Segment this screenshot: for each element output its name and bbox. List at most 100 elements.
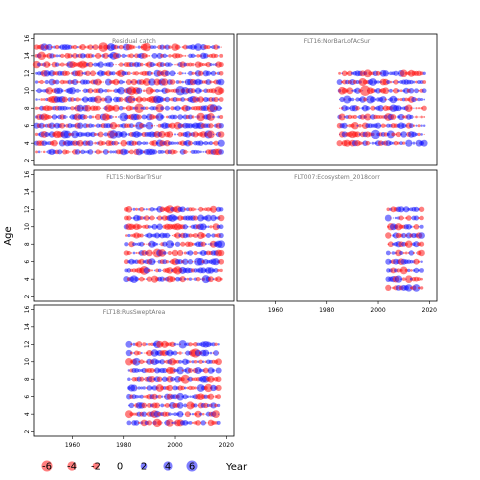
bubble	[125, 234, 128, 237]
bubble	[193, 360, 198, 364]
bubble	[74, 90, 76, 92]
bubble	[132, 124, 136, 127]
panel-frame	[236, 33, 438, 166]
bubble	[168, 89, 172, 93]
bubble	[156, 261, 158, 263]
bubble	[346, 124, 349, 127]
bubble	[109, 130, 118, 139]
bubble	[125, 358, 133, 366]
bubble	[358, 123, 362, 128]
bubble	[411, 96, 417, 103]
bubble	[65, 106, 69, 110]
bubble	[118, 97, 124, 102]
bubble	[202, 349, 210, 357]
bubble	[70, 97, 75, 102]
bubble	[178, 359, 183, 364]
bubble	[68, 132, 72, 137]
bubble	[178, 71, 183, 76]
bubble	[146, 276, 153, 282]
bubble	[46, 43, 53, 51]
bubble	[61, 96, 68, 103]
bubble	[63, 124, 66, 127]
bubble	[417, 124, 421, 128]
bubble	[204, 383, 213, 393]
bubble	[130, 343, 133, 346]
bubble	[166, 252, 168, 254]
bubble	[380, 123, 386, 128]
bubble	[173, 342, 177, 346]
bubble	[201, 63, 205, 67]
bubble	[218, 249, 225, 257]
bubble	[415, 115, 418, 119]
bubble	[399, 141, 403, 146]
bubble	[179, 206, 186, 213]
bubble	[402, 115, 406, 119]
bubble	[179, 46, 181, 48]
y-tick-label: 14	[24, 323, 31, 331]
bubble	[339, 96, 345, 103]
bubble	[155, 242, 159, 246]
bubble	[217, 139, 225, 147]
bubble	[128, 44, 134, 50]
bubble	[162, 241, 168, 247]
bubble	[146, 420, 153, 426]
bubble	[338, 107, 341, 109]
bubble	[408, 250, 415, 256]
bubble	[97, 88, 104, 94]
bubble	[409, 79, 414, 85]
bubble	[83, 150, 87, 154]
legend-label: -4	[67, 462, 77, 473]
bubble	[34, 106, 39, 110]
bubble	[182, 44, 188, 50]
bubble	[184, 208, 187, 211]
bubble	[218, 413, 220, 415]
bubble	[194, 116, 197, 118]
bubble	[156, 376, 163, 382]
bubble	[198, 206, 204, 212]
bubble	[143, 234, 145, 237]
bubble	[56, 87, 63, 94]
bubble	[90, 70, 96, 77]
bubble	[341, 87, 348, 94]
bubble	[135, 387, 138, 389]
bubble	[132, 45, 136, 49]
x-tick-label: 1960	[268, 307, 283, 314]
bubble	[142, 123, 146, 128]
bubble	[183, 386, 187, 390]
bubble	[388, 141, 393, 146]
y-tick-label: 10	[24, 87, 31, 95]
bubble	[370, 88, 376, 94]
bubble	[188, 277, 193, 281]
bubble	[125, 206, 133, 213]
bubble	[183, 251, 187, 255]
bubble	[118, 63, 120, 66]
y-tick-label: 16	[24, 170, 31, 178]
y-tick-label: 8	[24, 377, 31, 381]
bubble	[170, 376, 175, 382]
bubble	[116, 53, 122, 59]
bubble	[420, 260, 423, 263]
bubble	[368, 71, 373, 76]
bubble	[95, 123, 101, 128]
bubble	[76, 80, 79, 84]
bubble	[206, 207, 211, 212]
bubble	[70, 123, 75, 128]
bubble	[118, 62, 124, 67]
bubble	[62, 105, 68, 111]
bubble	[191, 421, 195, 424]
bubble	[215, 105, 222, 112]
panel-title: FLT18:RusSweptArea	[103, 309, 166, 316]
bubble	[195, 87, 202, 94]
bubble	[422, 124, 426, 127]
bubble	[355, 105, 360, 111]
bubble	[354, 98, 356, 101]
bubble	[378, 115, 383, 119]
bubble	[65, 149, 70, 154]
bubble	[420, 115, 423, 119]
bubble	[418, 206, 425, 212]
bubble	[161, 422, 163, 424]
legend-label: -6	[42, 462, 52, 473]
bubble	[149, 207, 155, 212]
bubble	[132, 357, 141, 366]
bubble	[341, 70, 348, 77]
